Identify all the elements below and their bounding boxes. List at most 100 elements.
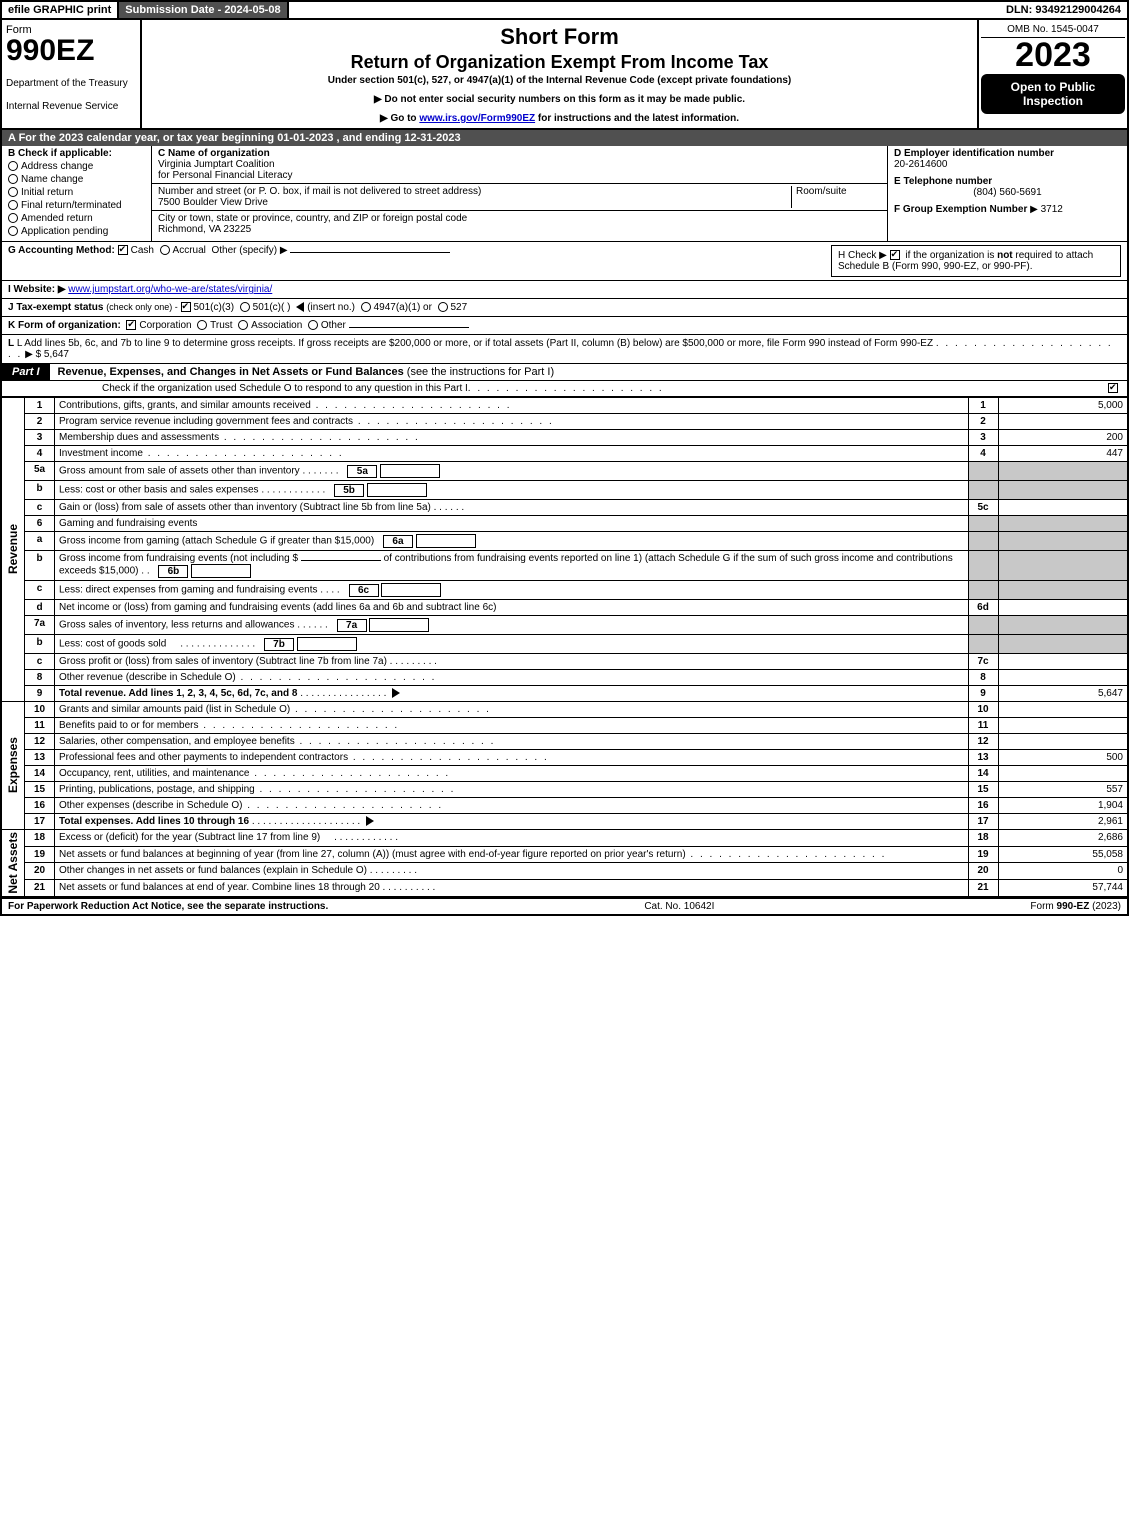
org-info-grid: B Check if applicable: Address change Na… [0, 146, 1129, 242]
checkbox-name-change[interactable] [8, 174, 18, 184]
part-1-title: Revenue, Expenses, and Changes in Net As… [58, 366, 404, 378]
label-other-specify: Other (specify) ▶ [211, 245, 287, 256]
checkbox-schedule-b-not-required[interactable] [890, 250, 900, 260]
other-org-input[interactable] [349, 327, 469, 328]
section-b-checkboxes: B Check if applicable: Address change Na… [2, 146, 152, 241]
header-left: Form 990EZ Department of the Treasury In… [2, 20, 142, 128]
instr-pre: ▶ Go to [380, 113, 419, 124]
line-10-box: 10 [968, 702, 998, 718]
h-not: not [997, 250, 1013, 261]
line-10-num: 10 [25, 702, 55, 718]
part-1-sub-text: Check if the organization used Schedule … [102, 383, 468, 394]
section-h-box: H Check ▶ if the organization is not req… [831, 245, 1121, 277]
checkbox-schedule-o-used[interactable] [1108, 383, 1118, 393]
line-19-value: 55,058 [998, 846, 1128, 863]
irs-link[interactable]: www.irs.gov/Form990EZ [419, 113, 535, 124]
checkbox-527[interactable] [438, 302, 448, 312]
line-21-text: Net assets or fund balances at end of ye… [59, 882, 380, 893]
group-exemption-value: ▶ 3712 [1030, 204, 1063, 215]
website-link[interactable]: www.jumpstart.org/who-we-are/states/virg… [68, 284, 272, 295]
line-17-box: 17 [968, 814, 998, 830]
line-6a-num: a [25, 532, 55, 551]
line-5c-box: 5c [968, 500, 998, 516]
line-6d-value [998, 600, 1128, 616]
line-6a-inner-val[interactable] [416, 534, 476, 548]
label-4947a1: 4947(a)(1) or [374, 302, 432, 313]
line-2-num: 2 [25, 414, 55, 430]
other-specify-input[interactable] [290, 252, 450, 253]
checkbox-amended-return[interactable] [8, 213, 18, 223]
checkbox-final-return[interactable] [8, 200, 18, 210]
section-l-text: L Add lines 5b, 6c, and 7b to line 9 to … [17, 338, 933, 349]
checkbox-application-pending[interactable] [8, 226, 18, 236]
checkbox-accrual[interactable] [160, 245, 170, 255]
return-title: Return of Organization Exempt From Incom… [146, 52, 973, 73]
line-19-text: Net assets or fund balances at beginning… [59, 849, 686, 860]
section-c-org: C Name of organization Virginia Jumptart… [152, 146, 887, 241]
line-7a-inner-val[interactable] [369, 618, 429, 632]
dln-label: DLN: 93492129004264 [289, 2, 1127, 18]
line-5a-inner-val[interactable] [380, 464, 440, 478]
checkbox-501c[interactable] [240, 302, 250, 312]
city-value: Richmond, VA 23225 [158, 224, 251, 235]
line-21-num: 21 [25, 879, 55, 896]
ssn-warning: ▶ Do not enter social security numbers o… [146, 94, 973, 105]
instr-post: for instructions and the latest informat… [535, 113, 739, 124]
dept-treasury: Department of the Treasury [6, 78, 136, 89]
checkbox-corporation[interactable] [126, 320, 136, 330]
line-1-num: 1 [25, 398, 55, 414]
line-6b-inner-val[interactable] [191, 564, 251, 578]
line-17-value: 2,961 [998, 814, 1128, 830]
checkbox-cash[interactable] [118, 245, 128, 255]
part-1-paren: (see the instructions for Part I) [407, 366, 554, 378]
line-6c-inner-box: 6c [349, 584, 379, 597]
checkbox-other-org[interactable] [308, 320, 318, 330]
section-a-tax-year: A For the 2023 calendar year, or tax yea… [0, 130, 1129, 146]
revenue-side-label: Revenue [6, 524, 20, 574]
checkbox-4947a1[interactable] [361, 302, 371, 312]
subtitle: Under section 501(c), 527, or 4947(a)(1)… [146, 75, 973, 86]
label-cash: Cash [131, 245, 154, 256]
line-6c-inner-val[interactable] [381, 583, 441, 597]
line-14-num: 14 [25, 766, 55, 782]
efile-print-label[interactable]: efile GRAPHIC print [2, 2, 119, 18]
line-7b-inner-val[interactable] [297, 637, 357, 651]
line-6b-blank[interactable] [301, 560, 381, 561]
line-1-box: 1 [968, 398, 998, 414]
checkbox-initial-return[interactable] [8, 187, 18, 197]
city-label: City or town, state or province, country… [158, 213, 467, 224]
line-14-text: Occupancy, rent, utilities, and maintena… [59, 768, 249, 779]
line-20-num: 20 [25, 863, 55, 880]
line-5a-text: Gross amount from sale of assets other t… [59, 466, 300, 477]
line-5c-text: Gain or (loss) from sale of assets other… [59, 502, 431, 513]
line-12-value [998, 734, 1128, 750]
line-21-value: 57,744 [998, 879, 1128, 896]
triangle-icon [392, 688, 400, 698]
line-5c-value [998, 500, 1128, 516]
line-13-value: 500 [998, 750, 1128, 766]
line-3-value: 200 [998, 430, 1128, 446]
label-corporation: Corporation [139, 320, 191, 331]
line-7c-value [998, 654, 1128, 670]
line-5a-value-grey [998, 462, 1128, 481]
label-501c3: 501(c)(3) [194, 302, 235, 313]
line-7b-box-grey [968, 635, 998, 654]
checkbox-association[interactable] [238, 320, 248, 330]
submission-date-button[interactable]: Submission Date - 2024-05-08 [119, 2, 288, 18]
line-20-text: Other changes in net assets or fund bala… [59, 865, 367, 876]
line-6b-value-grey [998, 551, 1128, 581]
label-accrual: Accrual [173, 245, 206, 256]
checkbox-501c3[interactable] [181, 302, 191, 312]
checkbox-address-change[interactable] [8, 161, 18, 171]
line-11-num: 11 [25, 718, 55, 734]
line-3-text: Membership dues and assessments [59, 432, 219, 443]
triangle-left-icon [296, 302, 304, 312]
checkbox-trust[interactable] [197, 320, 207, 330]
line-5b-inner-box: 5b [334, 484, 364, 497]
line-2-value [998, 414, 1128, 430]
part-1-tag: Part I [2, 364, 50, 380]
label-other-org: Other [321, 320, 346, 331]
line-5b-inner-val[interactable] [367, 483, 427, 497]
net-assets-side-label: Net Assets [6, 832, 20, 894]
section-d-e-f: D Employer identification number20-26146… [887, 146, 1127, 241]
